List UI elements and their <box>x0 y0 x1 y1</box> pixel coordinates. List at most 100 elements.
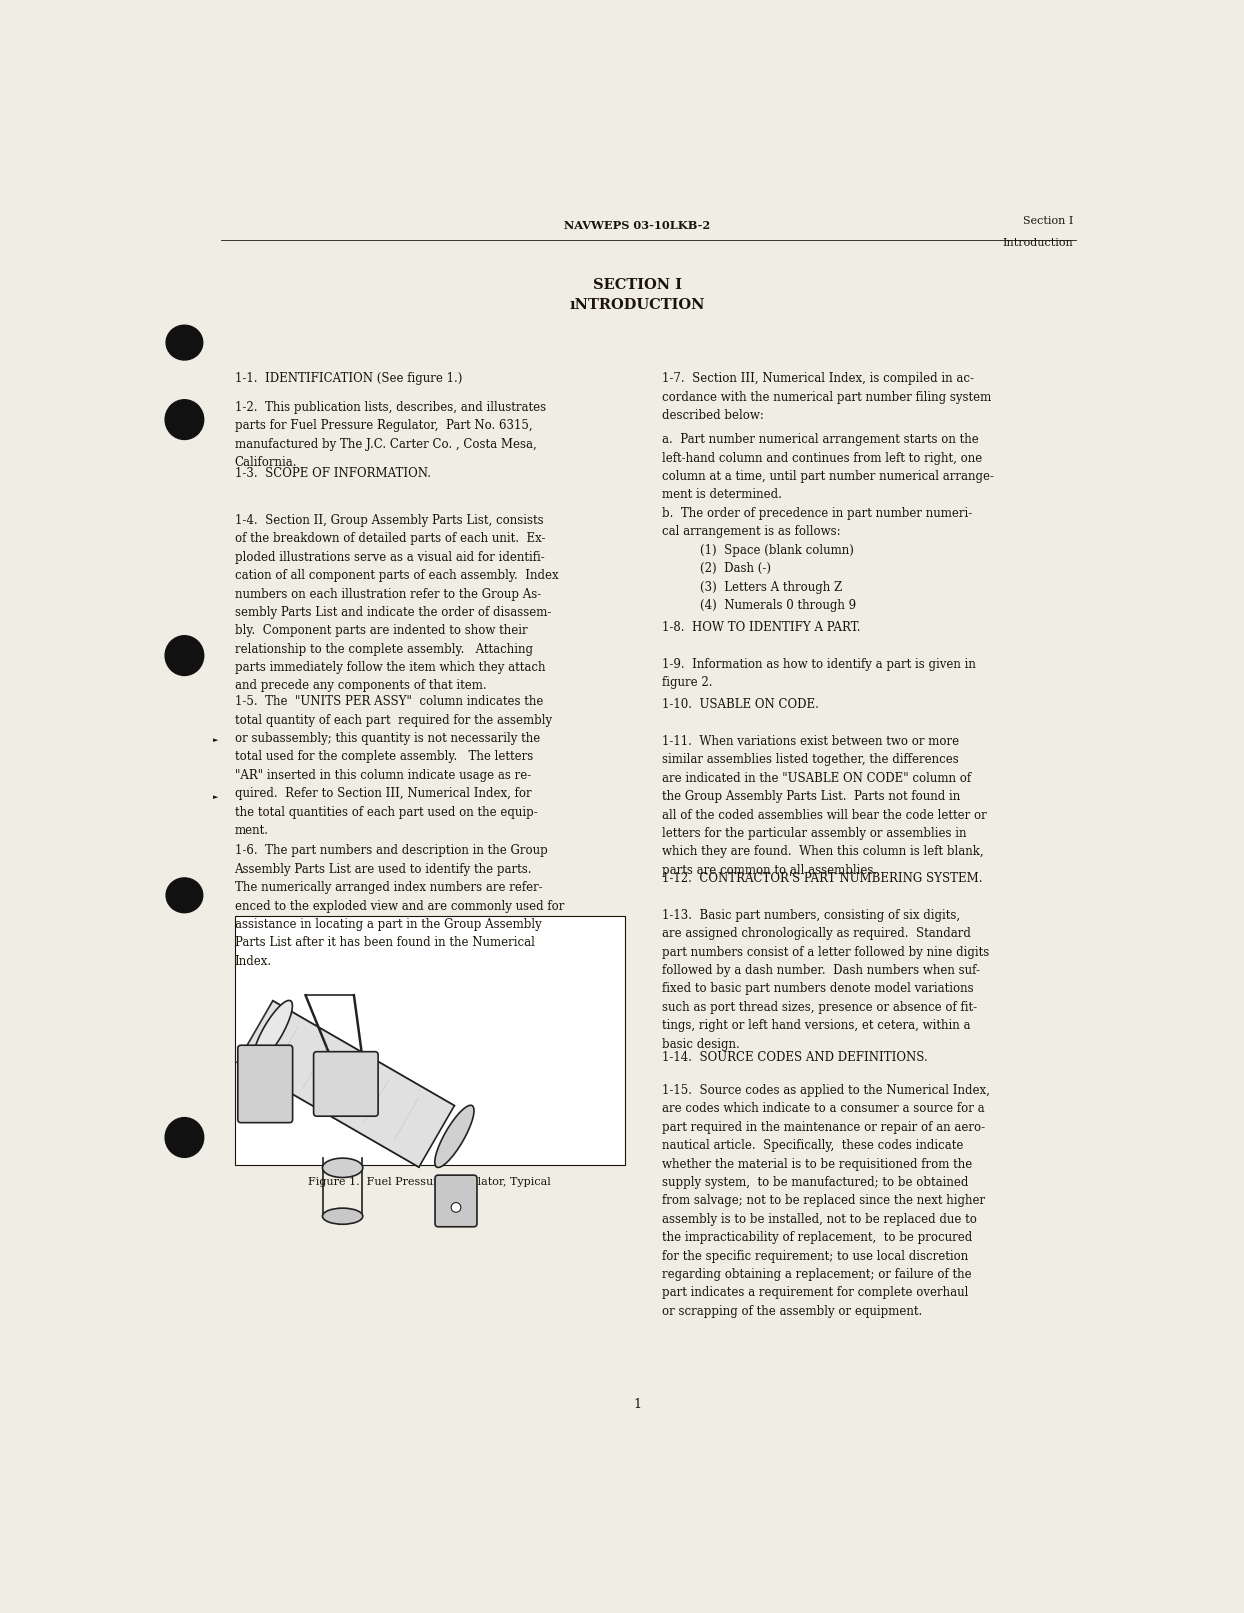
Text: relationship to the complete assembly.   Attaching: relationship to the complete assembly. A… <box>235 642 532 655</box>
Text: or scrapping of the assembly or equipment.: or scrapping of the assembly or equipmen… <box>662 1305 922 1318</box>
Ellipse shape <box>322 1208 363 1224</box>
Text: cal arrangement is as follows:: cal arrangement is as follows: <box>662 524 840 537</box>
Text: 1-1.  IDENTIFICATION (See figure 1.): 1-1. IDENTIFICATION (See figure 1.) <box>235 373 462 386</box>
Text: cordance with the numerical part number filing system: cordance with the numerical part number … <box>662 390 991 403</box>
Ellipse shape <box>322 1158 363 1177</box>
Text: regarding obtaining a replacement; or failure of the: regarding obtaining a replacement; or fa… <box>662 1268 972 1281</box>
Text: assembly is to be installed, not to be replaced due to: assembly is to be installed, not to be r… <box>662 1213 977 1226</box>
Text: of the breakdown of detailed parts of each unit.  Ex-: of the breakdown of detailed parts of ea… <box>235 532 545 545</box>
Text: cation of all component parts of each assembly.  Index: cation of all component parts of each as… <box>235 569 559 582</box>
Text: 1-14.  SOURCE CODES AND DEFINITIONS.: 1-14. SOURCE CODES AND DEFINITIONS. <box>662 1050 928 1063</box>
Text: are indicated in the "USABLE ON CODE" column of: are indicated in the "USABLE ON CODE" co… <box>662 773 970 786</box>
Text: the impracticability of replacement,  to be procured: the impracticability of replacement, to … <box>662 1231 972 1244</box>
FancyBboxPatch shape <box>435 1176 476 1227</box>
Text: 1-5.  The  "UNITS PER ASSY"  column indicates the: 1-5. The "UNITS PER ASSY" column indicat… <box>235 695 542 708</box>
Text: Index.: Index. <box>235 955 271 968</box>
Text: SECTION I: SECTION I <box>593 279 682 292</box>
Text: quired.  Refer to Section III, Numerical Index, for: quired. Refer to Section III, Numerical … <box>235 787 531 800</box>
Text: column at a time, until part number numerical arrange-: column at a time, until part number nume… <box>662 469 994 482</box>
Text: parts immediately follow the item which they attach: parts immediately follow the item which … <box>235 661 545 674</box>
Text: total quantity of each part  required for the assembly: total quantity of each part required for… <box>235 713 551 727</box>
Text: numbers on each illustration refer to the Group As-: numbers on each illustration refer to th… <box>235 587 541 600</box>
Text: parts for Fuel Pressure Regulator,  Part No. 6315,: parts for Fuel Pressure Regulator, Part … <box>235 419 532 432</box>
Text: 1-15.  Source codes as applied to the Numerical Index,: 1-15. Source codes as applied to the Num… <box>662 1084 989 1097</box>
Text: total used for the complete assembly.   The letters: total used for the complete assembly. Th… <box>235 750 532 763</box>
Text: whether the material is to be requisitioned from the: whether the material is to be requisitio… <box>662 1158 972 1171</box>
Ellipse shape <box>165 400 204 439</box>
Text: 1-6.  The part numbers and description in the Group: 1-6. The part numbers and description in… <box>235 844 547 858</box>
Text: part numbers consist of a letter followed by nine digits: part numbers consist of a letter followe… <box>662 945 989 958</box>
Text: 1-4.  Section II, Group Assembly Parts List, consists: 1-4. Section II, Group Assembly Parts Li… <box>235 515 544 527</box>
Text: letters for the particular assembly or assemblies in: letters for the particular assembly or a… <box>662 827 967 840</box>
Text: Parts List after it has been found in the Numerical: Parts List after it has been found in th… <box>235 936 535 950</box>
Text: (3)  Letters A through Z: (3) Letters A through Z <box>700 581 842 594</box>
Text: Introduction: Introduction <box>1003 239 1074 248</box>
Text: supply system,  to be manufactured; to be obtained: supply system, to be manufactured; to be… <box>662 1176 968 1189</box>
Text: (4)  Numerals 0 through 9: (4) Numerals 0 through 9 <box>700 598 856 611</box>
Text: 1-2.  This publication lists, describes, and illustrates: 1-2. This publication lists, describes, … <box>235 402 546 415</box>
FancyBboxPatch shape <box>313 1052 378 1116</box>
Text: parts are common to all assemblies.: parts are common to all assemblies. <box>662 863 877 877</box>
Text: Figure 1.  Fuel Pressure Regulator, Typical: Figure 1. Fuel Pressure Regulator, Typic… <box>309 1177 551 1187</box>
Ellipse shape <box>167 326 203 360</box>
Text: a.  Part number numerical arrangement starts on the: a. Part number numerical arrangement sta… <box>662 434 978 447</box>
Bar <box>235 916 624 1165</box>
Polygon shape <box>238 1000 454 1168</box>
Text: or subassembly; this quantity is not necessarily the: or subassembly; this quantity is not nec… <box>235 732 540 745</box>
Text: manufactured by The J.C. Carter Co. , Costa Mesa,: manufactured by The J.C. Carter Co. , Co… <box>235 437 536 450</box>
Text: 1-11.  When variations exist between two or more: 1-11. When variations exist between two … <box>662 736 959 748</box>
Ellipse shape <box>254 1000 292 1063</box>
Text: figure 2.: figure 2. <box>662 676 712 689</box>
Text: followed by a dash number.  Dash numbers when suf-: followed by a dash number. Dash numbers … <box>662 965 980 977</box>
Text: the total quantities of each part used on the equip-: the total quantities of each part used o… <box>235 805 537 819</box>
Text: which they are found.  When this column is left blank,: which they are found. When this column i… <box>662 845 983 858</box>
Text: left-hand column and continues from left to right, one: left-hand column and continues from left… <box>662 452 982 465</box>
Text: described below:: described below: <box>662 410 764 423</box>
Text: 1: 1 <box>633 1398 642 1411</box>
Ellipse shape <box>165 636 204 676</box>
Text: sembly Parts List and indicate the order of disassem-: sembly Parts List and indicate the order… <box>235 606 551 619</box>
FancyBboxPatch shape <box>238 1045 292 1123</box>
Text: Assembly Parts List are used to identify the parts.: Assembly Parts List are used to identify… <box>235 863 532 876</box>
Text: and precede any components of that item.: and precede any components of that item. <box>235 679 486 692</box>
Text: basic design.: basic design. <box>662 1037 739 1050</box>
Text: assistance in locating a part in the Group Assembly: assistance in locating a part in the Gro… <box>235 918 541 931</box>
Text: from salvage; not to be replaced since the next higher: from salvage; not to be replaced since t… <box>662 1194 985 1208</box>
Text: the Group Assembly Parts List.  Parts not found in: the Group Assembly Parts List. Parts not… <box>662 790 960 803</box>
Text: 1-9.  Information as how to identify a part is given in: 1-9. Information as how to identify a pa… <box>662 658 975 671</box>
Text: 1-13.  Basic part numbers, consisting of six digits,: 1-13. Basic part numbers, consisting of … <box>662 910 960 923</box>
Text: (1)  Space (blank column): (1) Space (blank column) <box>700 544 855 556</box>
Text: 1-8.  HOW TO IDENTIFY A PART.: 1-8. HOW TO IDENTIFY A PART. <box>662 621 860 634</box>
Ellipse shape <box>434 1105 474 1168</box>
Text: ment.: ment. <box>235 824 269 837</box>
Text: (2)  Dash (-): (2) Dash (-) <box>700 563 771 576</box>
Text: 1-3.  SCOPE OF INFORMATION.: 1-3. SCOPE OF INFORMATION. <box>235 466 430 479</box>
Text: "AR" inserted in this column indicate usage as re-: "AR" inserted in this column indicate us… <box>235 769 531 782</box>
Text: 1-10.  USABLE ON CODE.: 1-10. USABLE ON CODE. <box>662 698 819 711</box>
Text: 1-12.  CONTRACTOR'S PART NUMBERING SYSTEM.: 1-12. CONTRACTOR'S PART NUMBERING SYSTEM… <box>662 871 983 884</box>
Text: ıNTRODUCTION: ıNTRODUCTION <box>570 298 705 313</box>
Text: for the specific requirement; to use local discretion: for the specific requirement; to use loc… <box>662 1250 968 1263</box>
Text: ►: ► <box>213 737 218 744</box>
Text: are codes which indicate to a consumer a source for a: are codes which indicate to a consumer a… <box>662 1102 984 1116</box>
Text: bly.  Component parts are indented to show their: bly. Component parts are indented to sho… <box>235 624 527 637</box>
Text: b.  The order of precedence in part number numeri-: b. The order of precedence in part numbe… <box>662 506 972 519</box>
Text: enced to the exploded view and are commonly used for: enced to the exploded view and are commo… <box>235 900 564 913</box>
Text: part required in the maintenance or repair of an aero-: part required in the maintenance or repa… <box>662 1121 985 1134</box>
Text: nautical article.  Specifically,  these codes indicate: nautical article. Specifically, these co… <box>662 1139 963 1152</box>
Text: 1-7.  Section III, Numerical Index, is compiled in ac-: 1-7. Section III, Numerical Index, is co… <box>662 373 974 386</box>
Ellipse shape <box>165 1118 204 1158</box>
Text: ploded illustrations serve as a visual aid for identifi-: ploded illustrations serve as a visual a… <box>235 550 545 565</box>
Text: are assigned chronologically as required.  Standard: are assigned chronologically as required… <box>662 927 970 940</box>
Text: tings, right or left hand versions, et cetera, within a: tings, right or left hand versions, et c… <box>662 1019 970 1032</box>
Text: Section I: Section I <box>1023 216 1074 226</box>
Text: such as port thread sizes, presence or absence of fit-: such as port thread sizes, presence or a… <box>662 1000 977 1015</box>
Text: part indicates a requirement for complete overhaul: part indicates a requirement for complet… <box>662 1286 968 1300</box>
Text: California.: California. <box>235 456 297 469</box>
Text: all of the coded assemblies will bear the code letter or: all of the coded assemblies will bear th… <box>662 808 986 821</box>
Text: ment is determined.: ment is determined. <box>662 489 781 502</box>
Ellipse shape <box>452 1203 460 1213</box>
Text: The numerically arranged index numbers are refer-: The numerically arranged index numbers a… <box>235 881 542 894</box>
Ellipse shape <box>167 877 203 913</box>
Text: fixed to basic part numbers denote model variations: fixed to basic part numbers denote model… <box>662 982 973 995</box>
